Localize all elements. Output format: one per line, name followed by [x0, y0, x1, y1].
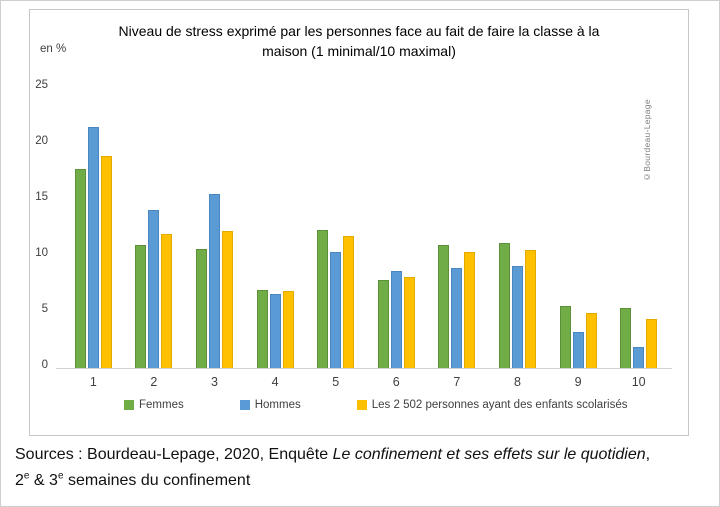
copyright-watermark: ©Bourdeau-Lepage [642, 99, 652, 182]
sources-sup-e2: e [57, 470, 64, 482]
x-tick-5: 5 [332, 375, 340, 389]
y-axis-unit-label: en % [40, 43, 67, 55]
bar-les-2-502-personnes-ayant-des-enfants-scolaris-s-2 [161, 233, 173, 368]
bar-hommes-6 [390, 270, 402, 368]
plot-area [63, 88, 669, 368]
bar-les-2-502-personnes-ayant-des-enfants-scolaris-s-9 [585, 313, 597, 368]
bar-les-2-502-personnes-ayant-des-enfants-scolaris-s-5 [343, 235, 355, 368]
sources-amp: & 3 [29, 472, 58, 489]
y-tick-15: 15 [35, 191, 48, 203]
x-axis-line [56, 368, 672, 369]
x-tick-6: 6 [392, 375, 400, 389]
bar-group-10 [608, 88, 669, 368]
y-tick-20: 20 [35, 135, 48, 147]
bar-hommes-2 [148, 210, 160, 368]
bar-hommes-1 [87, 127, 99, 368]
bar-femmes-5 [317, 230, 329, 368]
bar-group-4 [245, 88, 306, 368]
y-tick-5: 5 [41, 303, 48, 315]
bar-hommes-8 [511, 266, 523, 368]
x-tick-2: 2 [150, 375, 158, 389]
bar-femmes-10 [620, 307, 632, 368]
bar-hommes-9 [572, 332, 584, 368]
bar-femmes-6 [377, 279, 389, 368]
bar-les-2-502-personnes-ayant-des-enfants-scolaris-s-1 [100, 156, 112, 368]
chart-title: Niveau de stress exprimé par les personn… [118, 23, 600, 59]
sources-text: Sources : Bourdeau-Lepage, 2020, Enquête [15, 446, 333, 463]
legend-swatch-femmes [124, 400, 134, 410]
x-tick-9: 9 [574, 375, 582, 389]
bar-femmes-1 [74, 168, 86, 368]
x-tick-8: 8 [513, 375, 521, 389]
y-tick-25: 25 [35, 79, 48, 91]
bar-group-9 [548, 88, 609, 368]
bar-femmes-2 [135, 244, 147, 368]
bar-group-2 [124, 88, 185, 368]
sources-weeks-text: semaines du confinement [63, 472, 251, 489]
bar-hommes-10 [633, 346, 645, 368]
legend-label-femmes: Femmes [139, 399, 184, 411]
sources-survey-title: Le confinement et ses effets sur le quot… [332, 446, 646, 463]
sources-sup-e1: e [23, 470, 30, 482]
x-tick-10: 10 [631, 375, 646, 389]
bar-les-2-502-personnes-ayant-des-enfants-scolaris-s-8 [524, 250, 536, 368]
bar-group-1 [63, 88, 124, 368]
x-tick-4: 4 [271, 375, 279, 389]
legend-item-hommes: Hommes [239, 399, 301, 411]
sources-week2: 2 [15, 472, 24, 489]
x-tick-1: 1 [89, 375, 97, 389]
bar-femmes-4 [256, 289, 268, 368]
bar-hommes-5 [330, 251, 342, 368]
legend: Femmes Hommes Les 2 502 personnes ayant de… [124, 399, 627, 411]
bar-les-2-502-personnes-ayant-des-enfants-scolaris-s-10 [646, 318, 658, 368]
chart-frame: Niveau de stress exprimé par les personn… [29, 9, 689, 436]
bar-group-7 [427, 88, 488, 368]
sources-line2: 2e & 3e semaines du confinement [15, 468, 715, 494]
bar-les-2-502-personnes-ayant-des-enfants-scolaris-s-3 [221, 231, 233, 368]
legend-label-hommes: Hommes [254, 399, 301, 411]
legend-swatch-les-2-502-personnes-ayant-des-enfants-scolaris-s [356, 400, 367, 410]
legend-item-femmes: Femmes [124, 399, 184, 411]
y-tick-10: 10 [35, 247, 48, 259]
bar-group-8 [487, 88, 548, 368]
bar-les-2-502-personnes-ayant-des-enfants-scolaris-s-6 [403, 277, 415, 368]
sources-line1: Sources : Bourdeau-Lepage, 2020, Enquête… [15, 442, 715, 468]
bar-les-2-502-personnes-ayant-des-enfants-scolaris-s-4 [282, 290, 294, 368]
x-tick-3: 3 [211, 375, 218, 389]
bar-hommes-4 [269, 294, 281, 368]
legend-swatch-hommes [239, 400, 250, 410]
sources-comma: , [645, 446, 651, 463]
bar-les-2-502-personnes-ayant-des-enfants-scolaris-s-7 [464, 251, 476, 368]
y-tick-0: 0 [41, 359, 48, 371]
bar-group-6 [366, 88, 427, 368]
x-tick-7: 7 [453, 375, 461, 389]
legend-item-les-2-502-personnes-ayant-des-enfants-scolaris-s: Les 2 502 personnes ayant des enfants sc… [356, 399, 628, 411]
sources-note: Sources : Bourdeau-Lepage, 2020, Enquête… [15, 442, 715, 494]
bar-femmes-8 [498, 242, 510, 368]
bar-femmes-3 [195, 249, 207, 368]
x-axis-labels: 1 2 3 4 5 6 7 8 9 10 [63, 375, 669, 389]
bar-femmes-9 [559, 306, 571, 368]
bar-group-3 [184, 88, 245, 368]
legend-label-les-2-502-personnes-ayant-des-enfants-scolaris-s: Les 2 502 personnes ayant des enfants sc… [371, 399, 628, 411]
bar-hommes-7 [451, 268, 463, 368]
bar-group-5 [305, 88, 366, 368]
bar-hommes-3 [208, 194, 220, 368]
bar-femmes-7 [438, 244, 450, 368]
